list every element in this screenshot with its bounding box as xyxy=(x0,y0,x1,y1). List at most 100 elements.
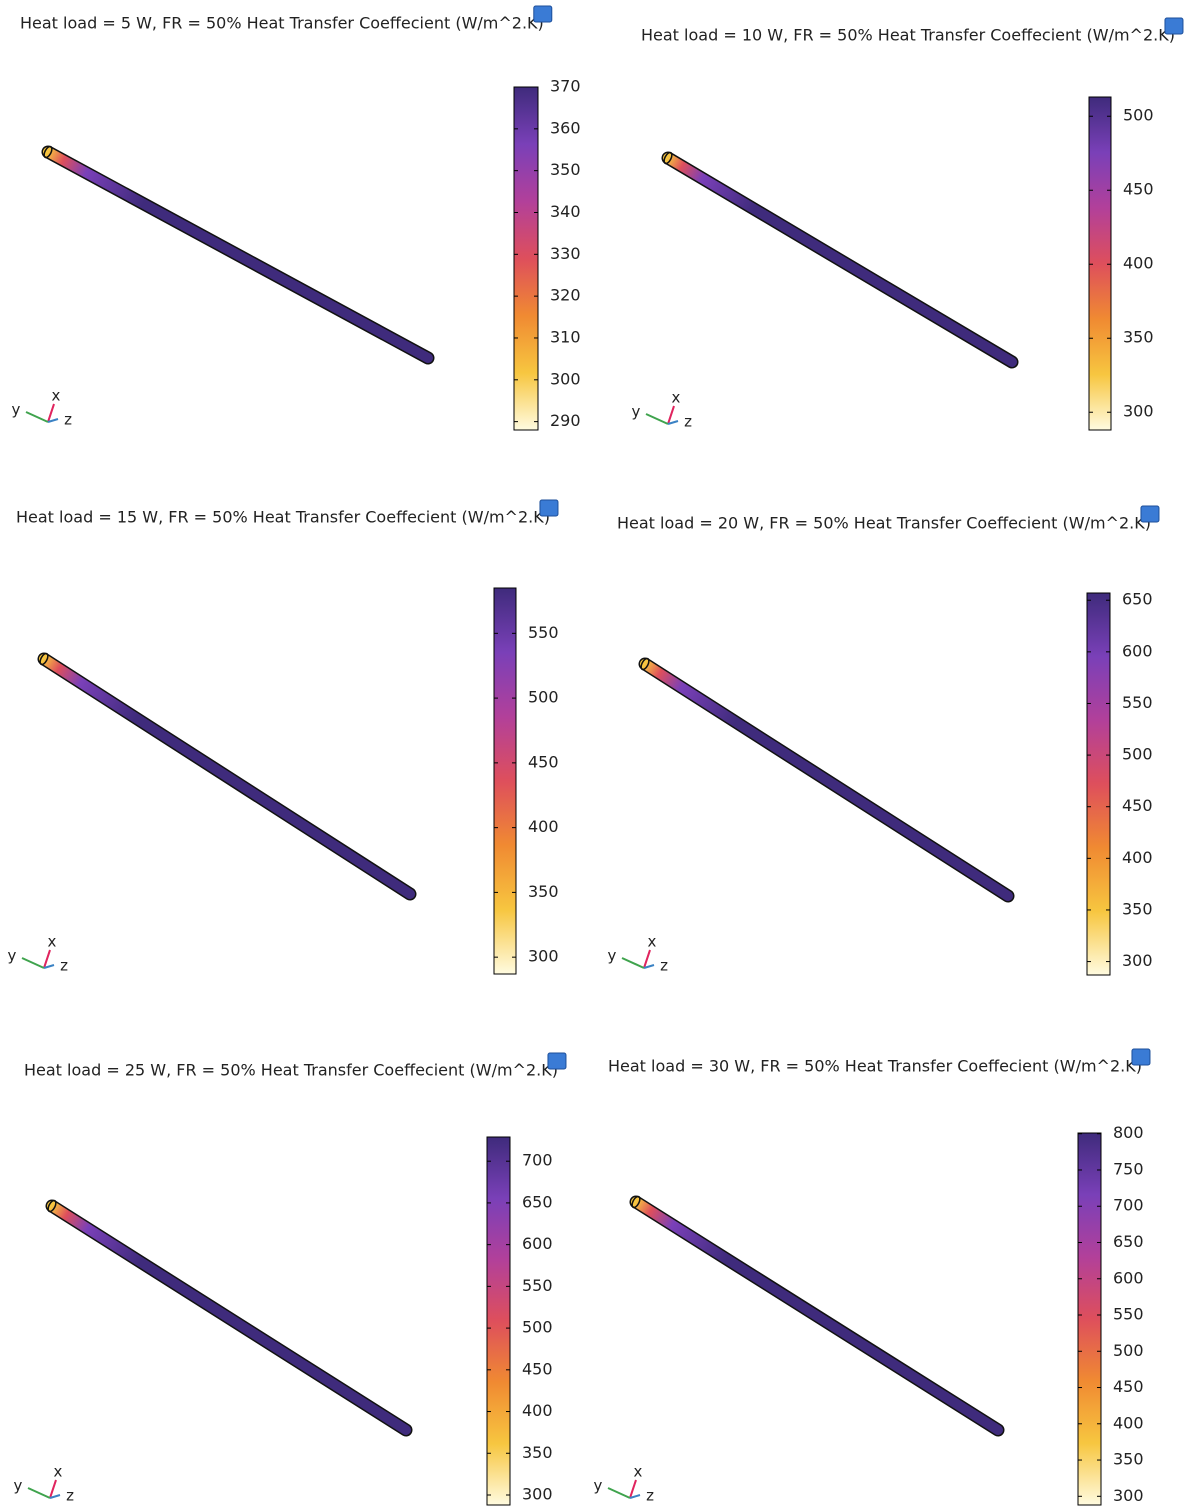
colorbar-tick-label: 330 xyxy=(550,244,581,263)
plot-icon xyxy=(1141,506,1159,522)
colorbar-tick-label: 340 xyxy=(550,202,581,221)
colorbar-tick-label: 300 xyxy=(550,369,581,388)
triad-x xyxy=(668,406,674,424)
plot-title: Heat load = 20 W, FR = 50% Heat Transfer… xyxy=(617,514,1151,533)
triad-x xyxy=(630,1480,636,1498)
colorbar-tick-label: 400 xyxy=(522,1401,553,1420)
plot-icon xyxy=(1165,18,1183,34)
triad-y xyxy=(622,958,644,968)
colorbar-tick-label: 320 xyxy=(550,286,581,305)
figure: Heat load = 5 W, FR = 50% Heat Transfer … xyxy=(0,0,1192,1508)
colorbar-tick-label: 290 xyxy=(550,411,581,430)
colorbar-tick-label: 450 xyxy=(1113,1377,1144,1396)
triad-y xyxy=(28,1488,50,1498)
triad-label: x xyxy=(648,933,657,951)
colorbar-tick-label: 700 xyxy=(1113,1196,1144,1215)
colorbar-tick-label: 450 xyxy=(528,752,559,771)
plot-panel: Heat load = 30 W, FR = 50% Heat Transfer… xyxy=(594,1049,1150,1505)
triad-label: x xyxy=(52,387,61,405)
triad-y xyxy=(608,1488,630,1498)
triad-label: y xyxy=(12,401,21,419)
colorbar-tick-label: 370 xyxy=(550,77,581,96)
colorbar-tick-label: 360 xyxy=(550,118,581,137)
colorbar-tick-label: 300 xyxy=(522,1484,553,1503)
triad-label: y xyxy=(14,1477,23,1495)
colorbar-tick-label: 350 xyxy=(528,882,559,901)
colorbar-tick-label: 350 xyxy=(1123,328,1154,347)
triad-label: x xyxy=(48,933,57,951)
plot-panel: Heat load = 25 W, FR = 50% Heat Transfer… xyxy=(14,1053,566,1505)
colorbar-tick-label: 500 xyxy=(1122,745,1153,764)
plot-title: Heat load = 25 W, FR = 50% Heat Transfer… xyxy=(24,1061,558,1080)
colorbar-tick-label: 800 xyxy=(1113,1123,1144,1142)
triad-x xyxy=(44,950,50,968)
colorbar-tick-label: 450 xyxy=(1123,180,1154,199)
colorbar-tick-label: 600 xyxy=(1122,641,1153,660)
triad-label: y xyxy=(632,403,641,421)
plot-icon xyxy=(540,500,558,516)
colorbar-tick-label: 550 xyxy=(1113,1305,1144,1324)
colorbar-tick-label: 600 xyxy=(522,1234,553,1253)
colorbar-tick-label: 450 xyxy=(522,1359,553,1378)
colorbar-tick-label: 650 xyxy=(1122,590,1153,609)
colorbar-tick-label: 600 xyxy=(1113,1268,1144,1287)
plot-title: Heat load = 15 W, FR = 50% Heat Transfer… xyxy=(16,508,550,527)
tube xyxy=(668,158,1012,362)
triad-x xyxy=(50,1480,56,1498)
triad-label: z xyxy=(64,411,72,429)
colorbar-tick-label: 450 xyxy=(1122,796,1153,815)
plot-title: Heat load = 10 W, FR = 50% Heat Transfer… xyxy=(641,26,1175,45)
colorbar-tick-label: 500 xyxy=(522,1318,553,1337)
colorbar-tick-label: 400 xyxy=(1122,848,1153,867)
plot-icon xyxy=(534,6,552,22)
colorbar xyxy=(1089,97,1111,430)
plot-title: Heat load = 5 W, FR = 50% Heat Transfer … xyxy=(20,14,544,33)
tube xyxy=(48,152,428,358)
colorbar-tick-label: 550 xyxy=(1122,693,1153,712)
colorbar-tick-label: 300 xyxy=(528,947,559,966)
plot-panel: Heat load = 15 W, FR = 50% Heat Transfer… xyxy=(8,500,559,975)
colorbar-tick-label: 750 xyxy=(1113,1159,1144,1178)
triad-y xyxy=(22,958,44,968)
colorbar xyxy=(1087,593,1110,975)
triad-label: y xyxy=(594,1477,603,1495)
colorbar-tick-label: 650 xyxy=(1113,1232,1144,1251)
triad-y xyxy=(26,412,48,422)
triad-label: y xyxy=(608,947,617,965)
plot-panel: Heat load = 10 W, FR = 50% Heat Transfer… xyxy=(632,18,1183,431)
tube xyxy=(44,659,410,894)
plot-icon xyxy=(548,1053,566,1069)
colorbar-tick-label: 500 xyxy=(1113,1341,1144,1360)
triad-x xyxy=(48,404,54,422)
colorbar-tick-label: 400 xyxy=(1113,1413,1144,1432)
colorbar-tick-label: 650 xyxy=(522,1192,553,1211)
tube xyxy=(636,1202,998,1430)
colorbar-tick-label: 350 xyxy=(1122,899,1153,918)
tube xyxy=(52,1206,406,1430)
colorbar-tick-label: 400 xyxy=(1123,254,1154,273)
triad-y xyxy=(646,414,668,424)
triad-label: x xyxy=(672,389,681,407)
colorbar-tick-label: 300 xyxy=(1122,951,1153,970)
plot-icon xyxy=(1132,1049,1150,1065)
colorbar-tick-label: 550 xyxy=(528,623,559,642)
plot-panel: Heat load = 20 W, FR = 50% Heat Transfer… xyxy=(608,506,1159,975)
plot-title: Heat load = 30 W, FR = 50% Heat Transfer… xyxy=(608,1057,1142,1076)
colorbar-tick-label: 500 xyxy=(1123,106,1154,125)
colorbar-tick-label: 550 xyxy=(522,1276,553,1295)
colorbar xyxy=(514,87,538,430)
triad-label: z xyxy=(660,957,668,975)
triad-label: x xyxy=(54,1463,63,1481)
colorbar-tick-label: 400 xyxy=(528,817,559,836)
colorbar-tick-label: 500 xyxy=(528,688,559,707)
colorbar xyxy=(1078,1133,1101,1505)
colorbar-tick-label: 700 xyxy=(522,1151,553,1170)
colorbar xyxy=(487,1137,510,1505)
triad-label: z xyxy=(646,1487,654,1505)
colorbar-tick-label: 310 xyxy=(550,327,581,346)
triad-label: z xyxy=(60,957,68,975)
colorbar-tick-label: 300 xyxy=(1123,402,1154,421)
plot-panel: Heat load = 5 W, FR = 50% Heat Transfer … xyxy=(12,6,581,430)
tube xyxy=(645,664,1008,896)
triad-label: x xyxy=(634,1463,643,1481)
